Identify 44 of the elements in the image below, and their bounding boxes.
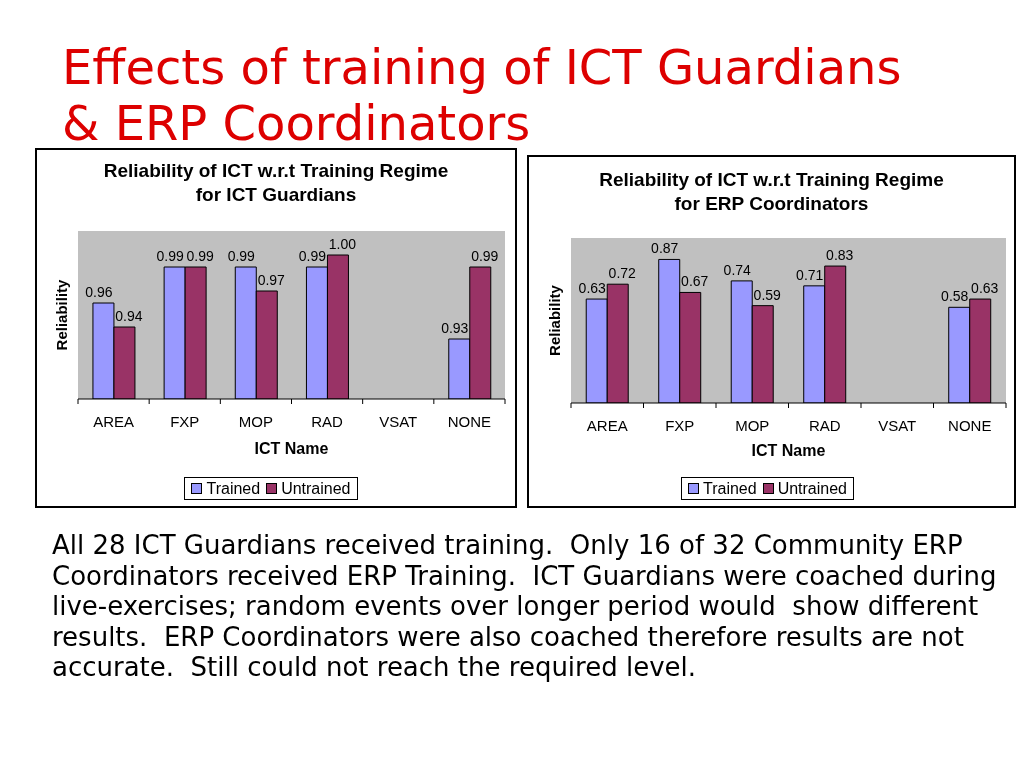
data-label: 0.99 — [298, 248, 327, 264]
data-label: 0.59 — [753, 286, 782, 303]
chart-title: Reliability of ICT w.r.t Training Regime for ICT Guardians — [102, 159, 450, 207]
legend-label: Trained — [702, 479, 757, 498]
text: All 28 ICT Guardians received training. Only 16 of 32 Community ERP Coordinators received ERP Training. ICT Guardians were coached during live-exercises; random events over longer period would show different results. ERP Coordinators were also coached therefore results are not accurate. Still could not reach the required level. — [52, 530, 998, 683]
y-axis-title: Reliability — [53, 278, 71, 351]
x-tick-label: NONE — [948, 417, 992, 434]
y-axis-title: Reliability — [546, 284, 564, 356]
data-label: 0.83 — [826, 247, 854, 264]
data-label: 0.97 — [257, 272, 286, 288]
data-label: 0.94 — [115, 308, 143, 324]
x-tick-label: VSAT — [878, 417, 917, 434]
x-tick-label: AREA — [586, 417, 628, 434]
x-tick-label: RAD — [311, 413, 344, 430]
data-label: 0.99 — [156, 248, 184, 264]
data-label: 0.71 — [796, 266, 824, 283]
x-tick-label: AREA — [93, 413, 135, 430]
data-label: 0.87 — [651, 240, 679, 257]
x-tick-label: MOP — [735, 417, 770, 434]
x-tick-label: MOP — [238, 413, 273, 430]
legend-label: Untrained — [281, 479, 351, 498]
data-label: 0.74 — [723, 261, 752, 278]
data-label: 0.96 — [85, 284, 113, 300]
chart-title: Reliability of ICT w.r.t Training Regime for ERP Coordinators — [598, 168, 945, 216]
x-axis-title: ICT Name — [254, 440, 329, 457]
x-tick-label: FXP — [665, 417, 695, 434]
x-tick-label: VSAT — [379, 413, 418, 430]
legend-label: Trained — [206, 479, 261, 498]
data-label: 0.99 — [227, 248, 256, 264]
data-label: 0.99 — [471, 248, 499, 264]
x-tick-label: FXP — [170, 413, 200, 430]
x-tick-label: NONE — [447, 413, 492, 430]
text: Effects of training of ICT Guardians & ERP Coordinators — [62, 39, 903, 151]
data-label: 0.93 — [441, 320, 469, 336]
data-label: 0.63 — [578, 280, 607, 297]
x-tick-label: RAD — [808, 417, 841, 434]
legend-label: Untrained — [777, 479, 848, 498]
data-label: 0.63 — [971, 280, 999, 297]
x-axis-title: ICT Name — [751, 442, 826, 459]
data-label: 0.58 — [941, 288, 969, 305]
data-label: 1.00 — [328, 236, 357, 252]
data-label: 0.99 — [186, 248, 214, 264]
data-label: 0.67 — [681, 273, 709, 290]
data-label: 0.72 — [608, 265, 637, 282]
